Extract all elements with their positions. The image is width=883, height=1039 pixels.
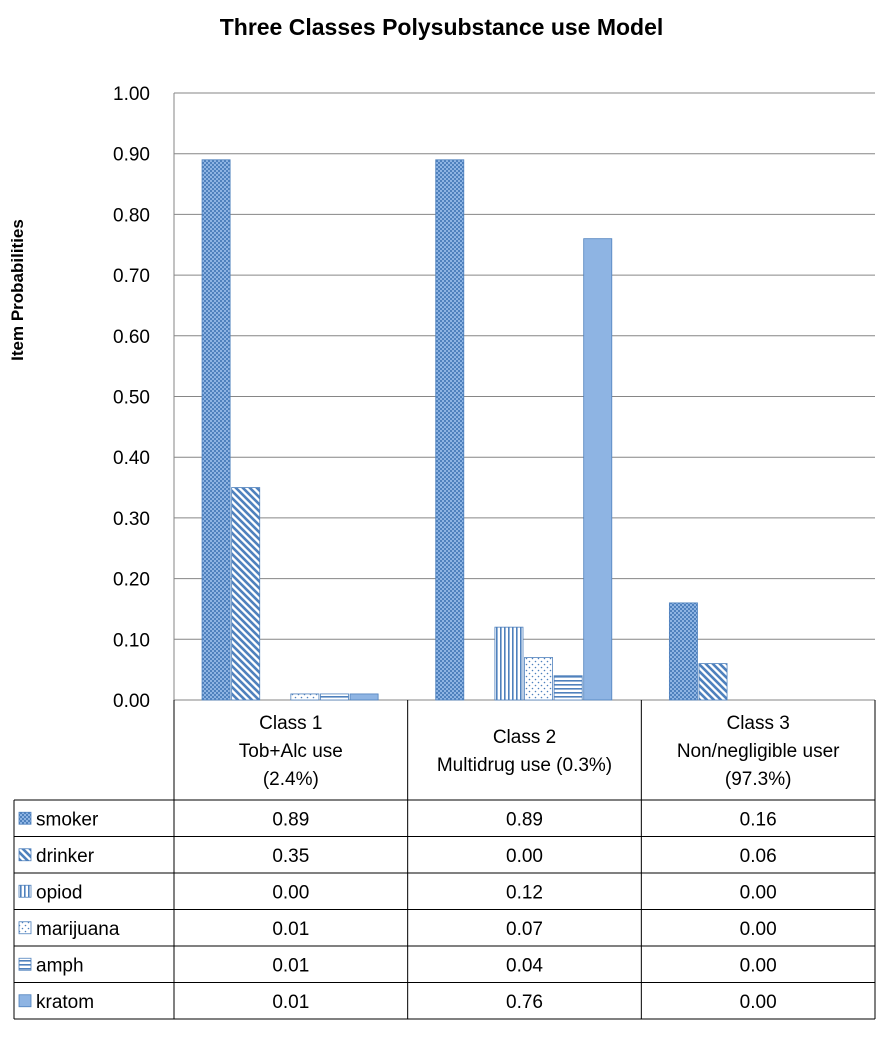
y-tick-label: 0.50 <box>113 388 150 409</box>
bar-smoker <box>435 159 465 701</box>
y-tick-label: 0.30 <box>113 509 150 530</box>
y-tick-label: 0.20 <box>113 570 150 591</box>
series-name: smoker <box>36 809 99 830</box>
category-label: Multidrug use (0.3%) <box>437 755 612 776</box>
table-cell-value: 0.04 <box>506 955 543 976</box>
series-name: amph <box>36 955 84 976</box>
bar-drinker <box>698 663 728 701</box>
series-name: kratom <box>36 992 94 1013</box>
table-cell-value: 0.07 <box>506 919 543 940</box>
y-tick-label: 0.00 <box>113 691 150 712</box>
y-tick-label: 0.90 <box>113 145 150 166</box>
bar-amph <box>320 693 349 701</box>
series-name: marijuana <box>36 919 120 940</box>
table-cell-value: 0.89 <box>506 809 543 830</box>
table-cell-value: 0.01 <box>272 919 309 940</box>
bar-kratom <box>583 238 613 701</box>
y-tick-label: 0.10 <box>113 630 150 651</box>
legend-swatch-marijuana <box>18 921 32 935</box>
category-label: (2.4%) <box>263 769 319 790</box>
bar-marijuana <box>524 657 553 701</box>
table-cell-value: 0.01 <box>272 955 309 976</box>
y-tick-label: 0.70 <box>113 266 150 287</box>
table-cell-value: 0.16 <box>740 809 777 830</box>
series-name: opiod <box>36 882 83 903</box>
table-cell-value: 0.06 <box>740 846 777 867</box>
table-cell-value: 0.12 <box>506 882 543 903</box>
category-label: Class 1 <box>259 713 322 734</box>
category-label: Class 3 <box>726 713 789 734</box>
table-cell-value: 0.89 <box>272 809 309 830</box>
bar-smoker <box>668 602 698 701</box>
category-label: Non/negligible user <box>677 741 840 762</box>
chart-title: Three Classes Polysubstance use Model <box>219 14 664 40</box>
legend-swatch-drinker <box>18 848 32 862</box>
bar-smoker <box>201 159 231 701</box>
legend-swatch-kratom <box>18 994 32 1008</box>
legend-swatch-smoker <box>18 811 32 825</box>
table-cell-value: 0.35 <box>272 846 309 867</box>
bar-amph <box>553 675 583 701</box>
category-label: (97.3%) <box>725 769 792 790</box>
series-name: drinker <box>36 846 95 867</box>
bar-drinker <box>231 487 261 701</box>
bar-kratom <box>349 693 379 701</box>
table-cell-value: 0.00 <box>740 992 777 1013</box>
legend-swatch-amph <box>18 957 32 971</box>
legend-swatch-opiod <box>18 884 32 898</box>
table-cell-value: 0.00 <box>740 919 777 940</box>
y-tick-label: 0.80 <box>113 205 150 226</box>
y-tick-label: 0.60 <box>113 327 150 348</box>
y-tick-label: 0.40 <box>113 448 150 469</box>
table-cell-value: 0.00 <box>740 882 777 903</box>
bar-marijuana <box>290 693 320 701</box>
category-label: Tob+Alc use <box>239 741 343 762</box>
y-tick-label: 1.00 <box>113 84 150 105</box>
table-cell-value: 0.00 <box>506 846 543 867</box>
table-cell-value: 0.01 <box>272 992 309 1013</box>
category-label: Class 2 <box>493 727 556 748</box>
bar-opiod <box>494 626 524 701</box>
table-cell-value: 0.76 <box>506 992 543 1013</box>
table-cell-value: 0.00 <box>272 882 309 903</box>
table-cell-value: 0.00 <box>740 955 777 976</box>
